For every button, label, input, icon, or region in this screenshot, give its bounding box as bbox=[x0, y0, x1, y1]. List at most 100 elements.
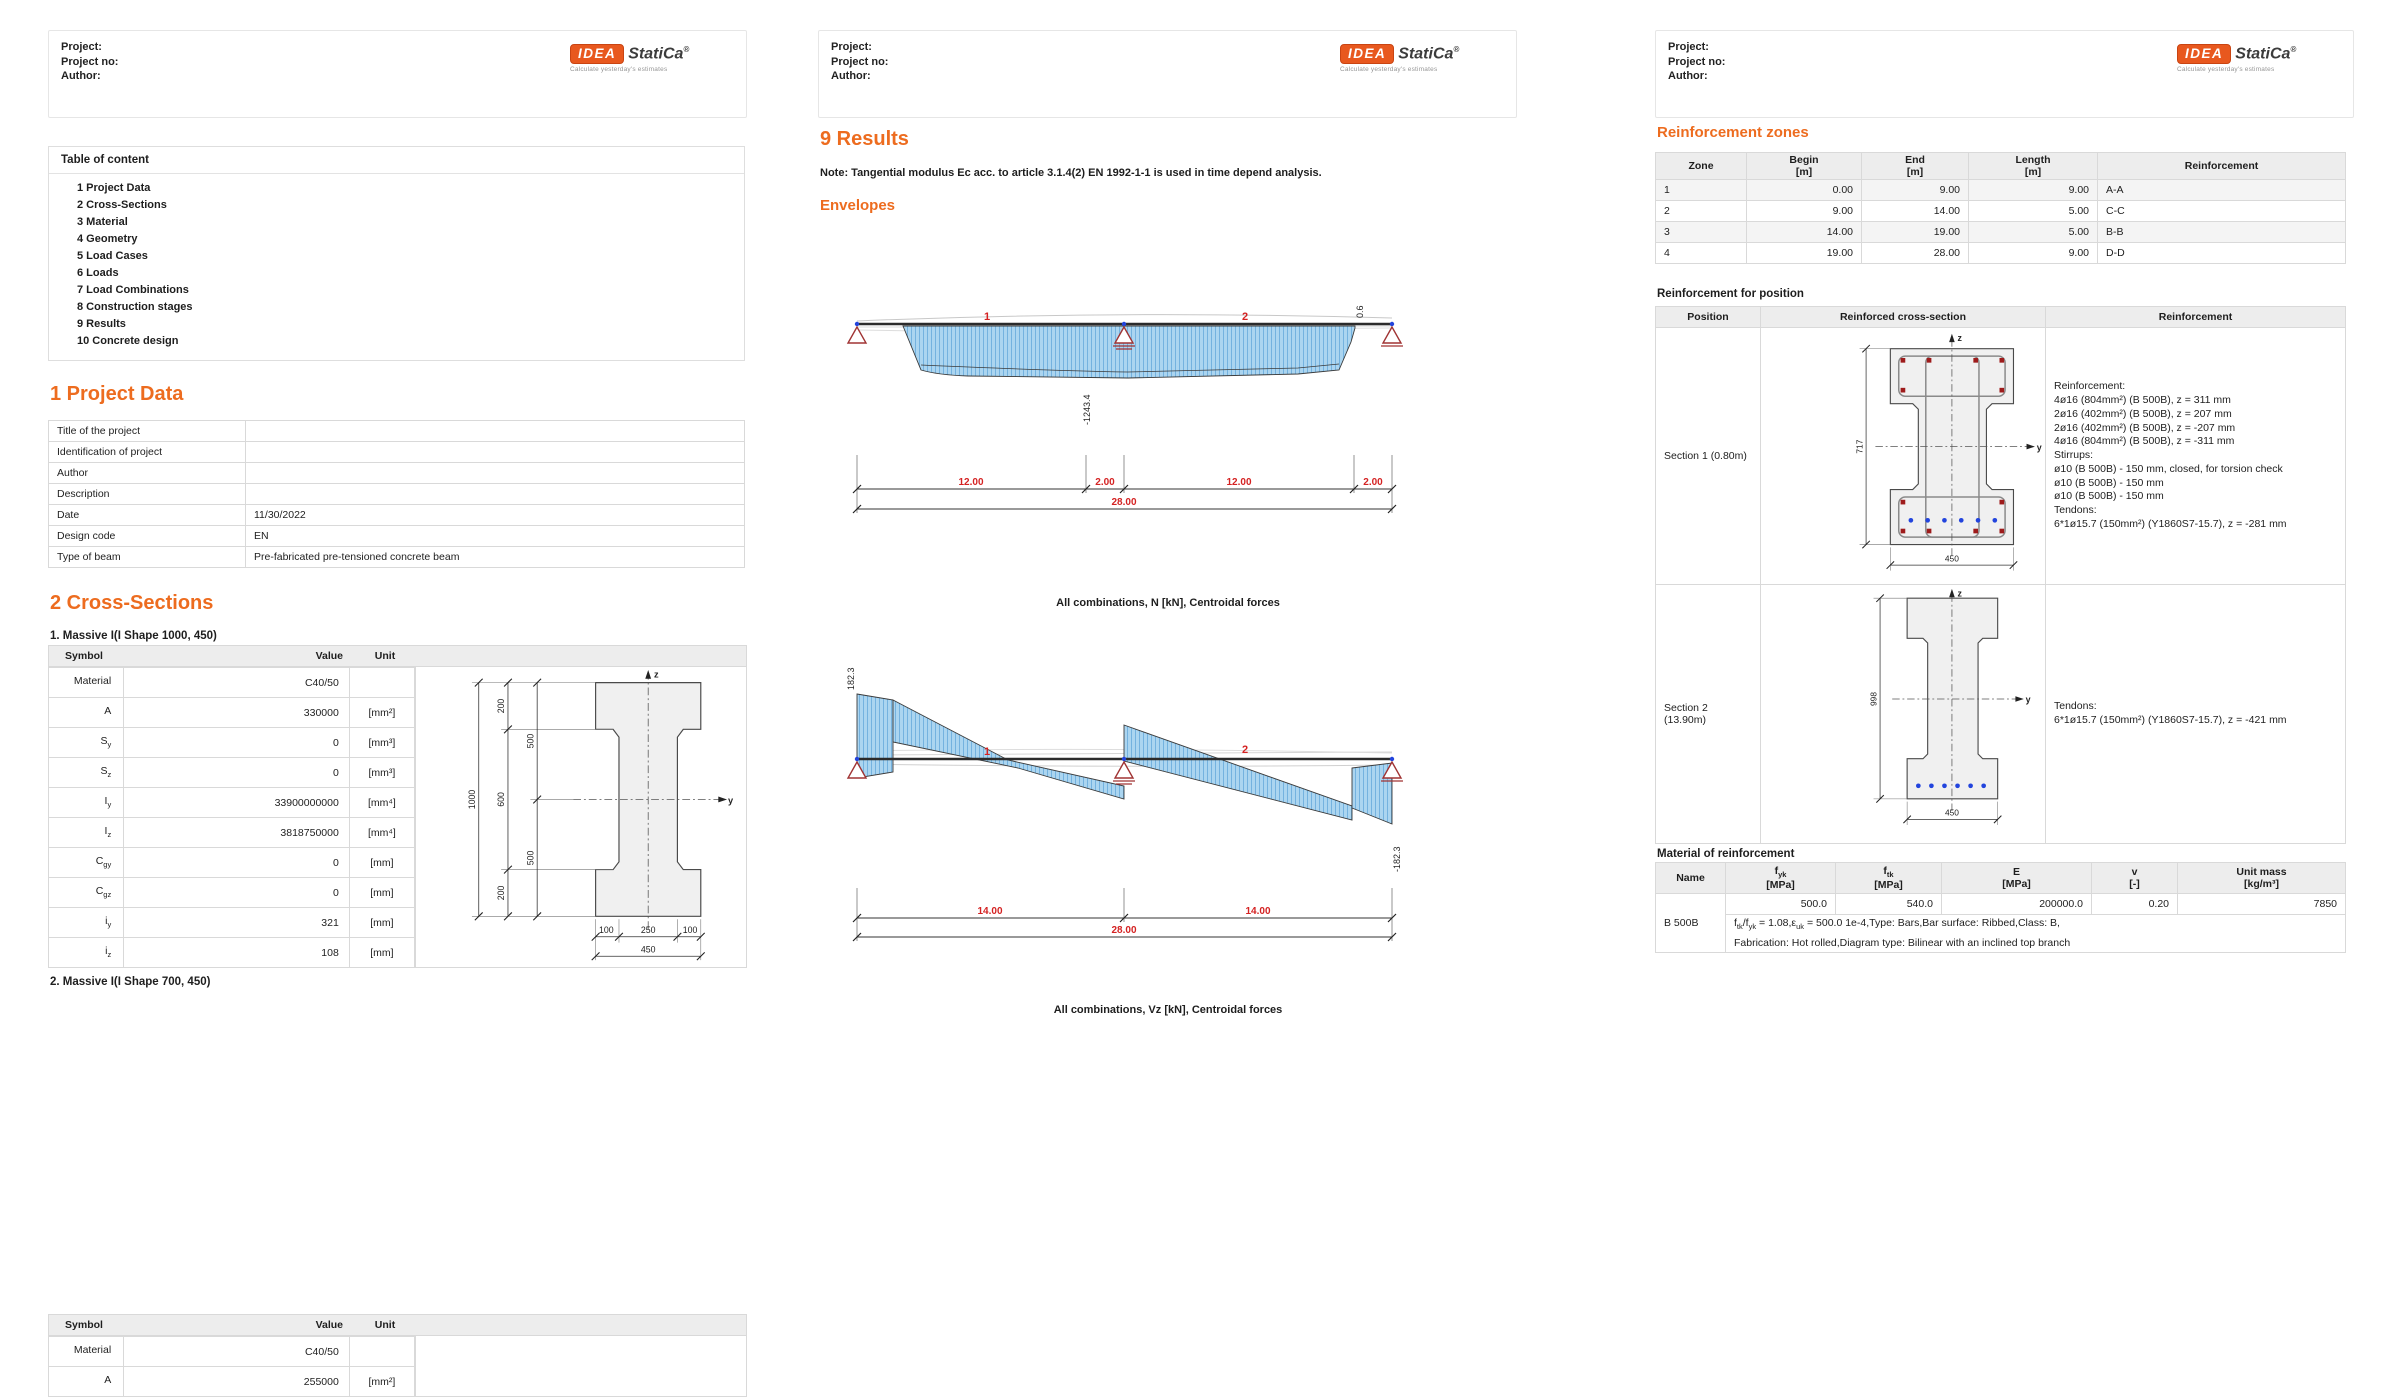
zones-header-row: Zone Begin [m] End [m] Length [m] Reinforce… bbox=[1655, 152, 2346, 180]
row-label: Identification of project bbox=[48, 441, 246, 463]
end-cell: 14.00 bbox=[1861, 200, 1969, 222]
positions-header-row: Position Reinforced cross-section Reinfo… bbox=[1655, 306, 2346, 328]
material-detail-row: ftk/fyk = 1.08,εuk = 500.0 1e-4,Type: Ba… bbox=[1656, 914, 2346, 954]
z-axis-label: z bbox=[1958, 333, 1963, 343]
unit-cell: [mm] bbox=[349, 847, 416, 878]
table-row: Cgz 0 [mm] bbox=[49, 877, 416, 908]
idea-statica-logo: IDEA StatiCa® Calculate yesterday's esti… bbox=[2177, 44, 2337, 73]
cross-section-table-1: Symbol Value Unit Material C40/50 A 3300… bbox=[48, 645, 747, 968]
col-unit-mass: Unit mass [kg/m³] bbox=[2177, 861, 2346, 895]
toc-item: 4 Geometry bbox=[77, 233, 138, 245]
end-cell: 28.00 bbox=[1861, 242, 1969, 264]
value-cell: 108 bbox=[123, 937, 350, 968]
cs2-title: 2. Massive I(I Shape 700, 450) bbox=[50, 976, 211, 988]
table-row: Design code EN bbox=[48, 525, 745, 547]
value-cell: C40/50 bbox=[123, 667, 350, 698]
node-dot bbox=[1121, 756, 1127, 762]
row-value bbox=[245, 483, 745, 505]
dim-14-right: 14.00 bbox=[1245, 906, 1270, 917]
reinforcement-line: ø10 (B 500B) - 150 mm bbox=[2054, 490, 2164, 503]
reinforcement-cell: C-C bbox=[2097, 200, 2346, 222]
project-label: Project: bbox=[61, 41, 102, 53]
position-row-2: Section 2 (13.90m) z y bbox=[1655, 584, 2346, 844]
table-row: Material C40/50 bbox=[49, 667, 416, 698]
envelope-diagram-n: 1 2 -1243.4 0.6 12.00 2.00 12.00 2.00 28… bbox=[846, 305, 1403, 514]
span-2-label: 2 bbox=[1242, 311, 1248, 323]
reinforcement-line: 2ø16 (402mm²) (B 500B), z = -207 mm bbox=[2054, 421, 2236, 434]
symbol-cell: Cgy bbox=[49, 847, 125, 878]
report-header: Project: Project no: Author: IDEA StatiC… bbox=[1655, 30, 2354, 118]
node-dot bbox=[1389, 321, 1395, 327]
vz-max-value: 182.3 bbox=[846, 667, 856, 690]
table-row: Cgy 0 [mm] bbox=[49, 847, 416, 878]
unit-cell: [mm²] bbox=[349, 1366, 416, 1397]
node-dot bbox=[854, 321, 860, 327]
length-cell: 5.00 bbox=[1968, 200, 2098, 222]
dim-12-left: 12.00 bbox=[958, 477, 983, 488]
vz-left-block bbox=[856, 693, 894, 779]
fyk-value: 500.0 bbox=[1725, 893, 1836, 916]
table-row: iz 108 [mm] bbox=[49, 937, 416, 968]
reinforcement-cell: A-A bbox=[2097, 179, 2346, 201]
heading-material-of-reinforcement: Material of reinforcement bbox=[1657, 848, 1795, 860]
table-row: 3 14.00 19.00 5.00 B-B bbox=[1655, 221, 2346, 243]
rebar-dots bbox=[1900, 357, 2005, 533]
dim-28-total: 28.00 bbox=[1111, 497, 1136, 508]
col-unit: Unit bbox=[374, 1319, 396, 1331]
cross-section-figure-area: z y 1000 200 600 200 500 500 100 bbox=[415, 667, 746, 967]
idea-logo-mark: IDEA bbox=[2177, 44, 2232, 64]
zone-cell: 3 bbox=[1655, 221, 1747, 243]
material-header-row: Name fyk [MPa] ftk [MPa] E [MPa] v [-] Unit … bbox=[1655, 861, 2346, 895]
toc-item: 5 Load Cases bbox=[77, 250, 148, 262]
v-value: 0.20 bbox=[2091, 893, 2178, 916]
value-cell: 330000 bbox=[123, 697, 350, 728]
col-reinforcement: Reinforcement bbox=[2045, 306, 2346, 328]
reinforcement-line: Tendons: bbox=[2054, 700, 2097, 713]
table-row: Sz 0 [mm³] bbox=[49, 757, 416, 788]
col-begin: Begin [m] bbox=[1746, 152, 1862, 180]
unit-cell bbox=[349, 1336, 416, 1367]
dim-200-top: 200 bbox=[496, 699, 506, 714]
project-no-label: Project no: bbox=[61, 55, 119, 68]
section-1-figure-cell: z y bbox=[1760, 327, 2046, 585]
idea-logo-mark: IDEA bbox=[570, 44, 625, 64]
project-labels: Project: Project no: Author: bbox=[831, 40, 888, 84]
zone-cell: 1 bbox=[1655, 179, 1747, 201]
row-value bbox=[245, 420, 745, 442]
dim-998: 998 bbox=[1868, 691, 1878, 705]
col-value: Value bbox=[315, 1319, 343, 1331]
value-cell: 33900000000 bbox=[123, 787, 350, 818]
symbol-cell: Iz bbox=[49, 817, 125, 848]
statica-logo-text: StatiCa® bbox=[1398, 44, 1460, 63]
symbol-cell: Iy bbox=[49, 787, 125, 818]
dim-600: 600 bbox=[496, 792, 506, 807]
symbol-cell: A bbox=[49, 697, 125, 728]
n-end-value: 0.6 bbox=[1355, 305, 1365, 318]
material-name: B 500B bbox=[1655, 893, 1726, 954]
toc-item: 2 Cross-Sections bbox=[77, 199, 167, 211]
project-label: Project: bbox=[831, 41, 872, 53]
reinforcement-cell: B-B bbox=[2097, 221, 2346, 243]
col-v: v [-] bbox=[2091, 861, 2178, 895]
row-label: Title of the project bbox=[48, 420, 246, 442]
support-left bbox=[846, 325, 868, 344]
logo-tagline: Calculate yesterday's estimates bbox=[1340, 66, 1438, 73]
dim-450: 450 bbox=[641, 944, 656, 954]
table-row: 2 9.00 14.00 5.00 C-C bbox=[1655, 200, 2346, 222]
i-shape-outline bbox=[1906, 597, 1999, 799]
reinforcement-zones-table: Zone Begin [m] End [m] Length [m] Reinforce… bbox=[1655, 152, 2346, 264]
z-axis-label: z bbox=[654, 670, 659, 680]
toc-item: 1 Project Data bbox=[77, 182, 151, 194]
project-labels: Project: Project no: Author: bbox=[61, 40, 118, 84]
section-heading-project-data: 1 Project Data bbox=[50, 383, 184, 405]
col-position: Position bbox=[1655, 306, 1761, 328]
value-cell: C40/50 bbox=[123, 1336, 350, 1367]
unit-cell: [mm] bbox=[349, 877, 416, 908]
unit-cell: [mm²] bbox=[349, 697, 416, 728]
project-no-label: Project no: bbox=[831, 55, 889, 68]
end-cell: 19.00 bbox=[1861, 221, 1969, 243]
table-row: 4 19.00 28.00 9.00 D-D bbox=[1655, 242, 2346, 264]
table-row: Author bbox=[48, 462, 745, 484]
table-row: Sy 0 [mm³] bbox=[49, 727, 416, 758]
dim-500-bottom: 500 bbox=[525, 850, 535, 865]
